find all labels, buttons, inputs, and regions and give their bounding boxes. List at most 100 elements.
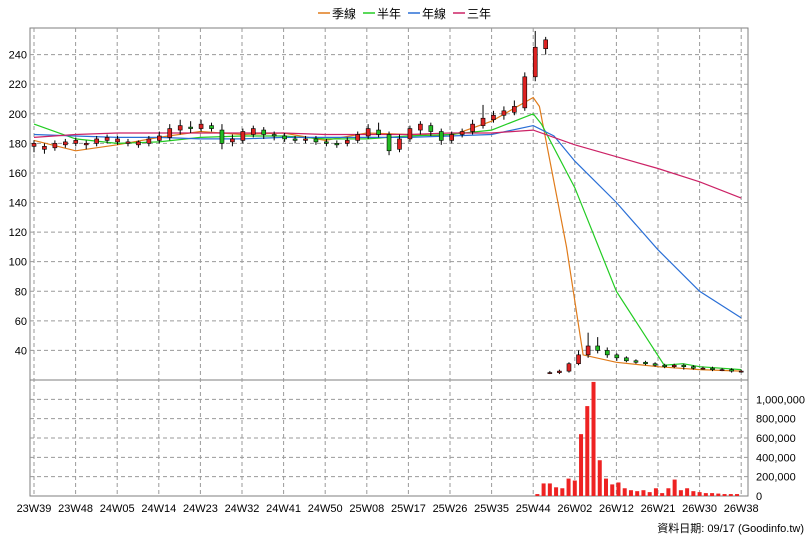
candle — [386, 134, 392, 152]
candle — [73, 140, 79, 144]
candle — [614, 354, 620, 359]
candle — [470, 123, 475, 132]
candle — [344, 140, 350, 144]
candle — [355, 134, 361, 141]
candle — [418, 123, 423, 131]
grid — [30, 28, 748, 496]
x-tick-label: 26W02 — [557, 503, 592, 515]
candle — [250, 128, 256, 135]
series-line — [33, 113, 742, 371]
candle — [324, 141, 329, 144]
candle — [230, 138, 235, 143]
candle — [738, 370, 744, 373]
volume-bar — [735, 494, 740, 496]
candle — [313, 138, 319, 143]
candle — [104, 137, 110, 141]
volume-bar — [722, 494, 727, 496]
volume-bar — [610, 484, 615, 496]
candle — [52, 143, 58, 149]
volume-bar — [678, 490, 683, 496]
price-y-axis: 40 60 80 100 120 140 160 180 200 220 240 — [9, 50, 27, 358]
x-tick-label: 24W14 — [141, 503, 176, 515]
legend-label: 半年 — [377, 7, 401, 21]
volume-bar — [622, 488, 627, 496]
candle — [700, 367, 706, 370]
candle — [209, 125, 214, 129]
candle — [428, 125, 434, 132]
candle — [365, 128, 371, 137]
legend: 季線 半年 年線 三年 — [318, 6, 491, 21]
price-tick-label: 220 — [9, 79, 27, 91]
x-tick-label: 25W17 — [391, 503, 426, 515]
volume-bar — [666, 488, 671, 496]
candle — [449, 134, 454, 141]
price-tick-label: 180 — [9, 138, 27, 150]
price-tick-label: 140 — [9, 198, 27, 210]
volume-bar — [591, 381, 596, 496]
volume-bar — [641, 490, 646, 496]
volume-bar — [647, 492, 652, 496]
volume-bar — [541, 483, 546, 496]
volume-bar — [660, 493, 665, 496]
candle — [522, 76, 528, 109]
candle — [303, 138, 308, 141]
x-tick-label: 26W30 — [682, 503, 717, 515]
candle — [643, 361, 648, 365]
x-tick-label: 25W35 — [474, 503, 509, 515]
volume-tick-label: 1,000,000 — [756, 394, 805, 406]
candle — [662, 364, 667, 367]
candle — [501, 110, 507, 116]
candle — [157, 135, 162, 141]
volume-bar — [635, 491, 640, 496]
candle — [729, 369, 734, 372]
volume-bars — [535, 381, 740, 496]
candle — [115, 138, 120, 143]
candle — [397, 138, 402, 150]
series-line — [33, 124, 742, 319]
volume-bar — [716, 493, 721, 496]
candle — [219, 129, 225, 144]
volume-tick-label: 200,000 — [756, 472, 796, 484]
volume-bar — [691, 491, 696, 496]
x-tick-label: 24W05 — [100, 503, 135, 515]
candle — [292, 138, 298, 141]
volume-bar — [604, 478, 608, 496]
x-tick-label: 24W41 — [266, 503, 301, 515]
candle — [334, 143, 340, 146]
x-tick-label: 25W08 — [349, 503, 384, 515]
x-tick-label: 23W39 — [17, 503, 52, 515]
candle — [547, 372, 553, 374]
x-tick-label: 26W21 — [641, 503, 676, 515]
price-tick-label: 120 — [9, 227, 27, 239]
candle — [566, 363, 572, 372]
volume-bar — [672, 479, 677, 496]
x-tick-label: 24W23 — [183, 503, 218, 515]
candle — [633, 360, 639, 363]
candle — [604, 350, 610, 356]
volume-bar — [597, 460, 602, 496]
candle — [671, 364, 677, 367]
candle — [407, 128, 413, 140]
x-tick-label: 25W44 — [516, 503, 551, 515]
candle — [512, 106, 517, 113]
candle — [681, 364, 687, 367]
candle — [282, 135, 287, 140]
candle — [94, 138, 99, 144]
x-tick-label: 25W26 — [433, 503, 468, 515]
volume-bar — [535, 494, 540, 496]
volume-bar — [628, 490, 633, 496]
candle — [480, 117, 486, 126]
candle — [710, 367, 715, 370]
price-tick-label: 200 — [9, 109, 27, 121]
price-tick-label: 60 — [15, 316, 27, 328]
candle — [585, 345, 591, 356]
volume-bar — [560, 488, 565, 496]
candle — [271, 134, 277, 137]
candle — [240, 131, 246, 141]
data-credit: 資料日期: 09/17 (Goodinfo.tw) — [657, 521, 804, 535]
candle — [125, 141, 131, 144]
volume-tick-label: 800,000 — [756, 414, 796, 426]
volume-tick-label: 400,000 — [756, 452, 796, 464]
candle — [576, 354, 581, 365]
